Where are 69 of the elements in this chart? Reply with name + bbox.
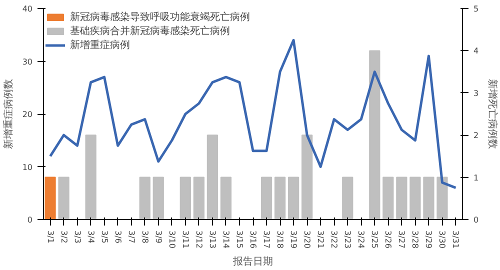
- y2-tick-label: 5: [474, 4, 479, 14]
- x-tick-label: 3/15: [234, 230, 244, 248]
- x-tick-label: 3/30: [438, 230, 447, 248]
- bar: [139, 176, 150, 220]
- x-tick-label: 3/16: [248, 230, 258, 248]
- line-series: [49, 38, 457, 190]
- x-tick-label: 3/5: [100, 230, 109, 244]
- x-tick-label: 3/13: [208, 230, 217, 248]
- x-tick-label: 3/29: [424, 230, 434, 248]
- x-tick-label: 3/23: [343, 230, 352, 248]
- x-tick-label: 3/1: [46, 230, 55, 244]
- x-tick-label: 3/24: [356, 230, 366, 248]
- bar: [342, 176, 354, 220]
- bar: [423, 176, 434, 220]
- x-tick-label: 3/8: [140, 230, 150, 244]
- x-tick-label: 3/11: [180, 230, 190, 248]
- x-tick-label: 3/21: [316, 230, 326, 248]
- x-tick-label: 3/26: [384, 230, 393, 248]
- x-tick-label: 3/9: [154, 230, 163, 244]
- x-tick-label: 3/12: [194, 230, 204, 248]
- x-tick-label: 3/14: [221, 230, 230, 248]
- bar: [274, 176, 286, 220]
- x-tick-label: 3/25: [370, 230, 380, 248]
- bar: [44, 176, 56, 220]
- bar: [288, 176, 300, 220]
- x-tick-label: 3/4: [86, 230, 96, 244]
- bar: [193, 176, 205, 220]
- bar: [369, 50, 380, 220]
- y2-tick-label: 3: [474, 88, 479, 98]
- x-tick-label: 3/6: [113, 230, 122, 244]
- bar: [180, 176, 191, 220]
- x-tick-label: 3/28: [410, 230, 420, 248]
- y-tick-label: 10: [22, 162, 33, 172]
- legend-label: 新冠病毒感染导致呼吸功能衰竭死亡病例: [70, 10, 250, 24]
- x-tick-label: 3/19: [289, 230, 298, 248]
- bar: [410, 176, 421, 220]
- x-tick-label: 3/27: [397, 230, 406, 248]
- x-tick-label: 3/17: [262, 230, 272, 248]
- x-tick-label: 3/10: [167, 230, 176, 248]
- y-tick-label: 30: [22, 57, 33, 66]
- x-tick-label: 3/20: [302, 230, 312, 248]
- bar: [260, 176, 272, 220]
- y-axis-title: 新增重症病例数: [2, 79, 14, 149]
- bar: [436, 176, 448, 220]
- legend-label: 新增重症病例: [70, 38, 130, 52]
- bar: [301, 134, 313, 220]
- x-tick-label: 3/18: [276, 230, 285, 248]
- bar: [396, 176, 408, 220]
- x-tick-label: 3/31: [451, 230, 460, 248]
- y2-tick-label: 2: [474, 131, 479, 140]
- x-tick-label: 3/7: [126, 230, 136, 244]
- y-tick-label: 0: [27, 216, 33, 224]
- bar: [152, 176, 164, 220]
- x-axis-title: 报告日期: [232, 255, 273, 268]
- bar: [220, 176, 232, 220]
- bar: [206, 134, 218, 220]
- bar: [382, 176, 394, 220]
- y2-tick-label: 1: [474, 173, 479, 182]
- y-tick-label: 40: [22, 4, 33, 14]
- y2-tick-label: 4: [474, 46, 479, 56]
- legend-label: 基础疾病合并新冠病毒感染死亡病例: [70, 24, 230, 38]
- x-tick-label: 3/3: [72, 230, 82, 244]
- bar: [58, 176, 70, 220]
- y2-tick-label: 0: [474, 216, 479, 224]
- x-tick-label: 3/2: [59, 230, 68, 244]
- y2-axis-title: 新增死亡病例数: [486, 79, 499, 149]
- x-tick-label: 3/22: [330, 230, 339, 248]
- y-tick-label: 20: [22, 110, 33, 119]
- bar: [85, 134, 96, 220]
